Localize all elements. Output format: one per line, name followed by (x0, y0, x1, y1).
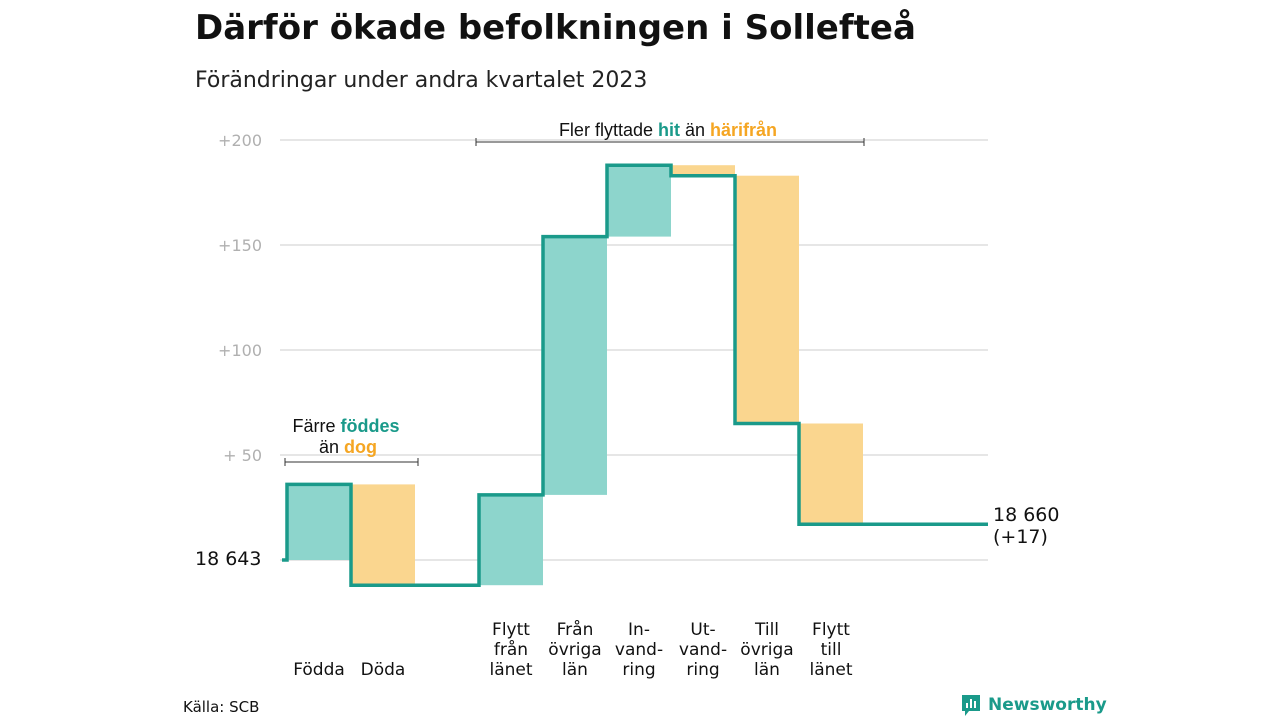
source-note: Källa: SCB (183, 698, 260, 716)
running-total-line (282, 163, 988, 587)
annotation-births-line1: Färre föddes (292, 416, 399, 436)
category-label: Födda (293, 660, 345, 680)
bar-födda (287, 484, 351, 560)
bar-från-övriga-län (543, 236, 607, 495)
y-axis-ticks: + 50 +100 +150 +200 (218, 131, 262, 465)
bar-flytt-till-länet (799, 423, 863, 525)
chart-subtitle: Förändringar under andra kvartalet 2023 (195, 68, 648, 93)
category-label: Till övriga län (740, 620, 793, 680)
chart-title: Därför ökade befolkningen i Sollefteå (195, 8, 916, 48)
category-label: Flytt från länet (489, 620, 532, 680)
category-label: Flytt till länet (809, 620, 852, 680)
newsworthy-logo-icon (962, 695, 980, 716)
end-value-label: 18 660 (+17) (993, 504, 1059, 548)
category-label: Döda (361, 660, 406, 680)
bar-ut--vand--ring (671, 165, 735, 176)
category-label: Från övriga län (548, 619, 601, 680)
bar-till-övriga-län (735, 175, 799, 424)
bar-döda (351, 484, 415, 586)
annotation-births-line2: än dog (319, 437, 377, 457)
category-labels: Födda Döda Flytt från länet Från övriga län In-v… (293, 619, 853, 680)
bars (287, 165, 863, 586)
y-tick-label: +150 (218, 236, 262, 255)
running-total-path (282, 163, 988, 587)
y-tick-label: +200 (218, 131, 262, 150)
annotation-migration: Fler flyttade hit än härifrån (475, 120, 865, 146)
annotation-births: Färre föddes än dog (284, 416, 419, 466)
bar-in--vand--ring (607, 165, 671, 237)
category-label: In-vand-ring (615, 620, 663, 680)
bar-flytt-från-länet (479, 494, 543, 586)
start-value-label: 18 643 (195, 548, 261, 570)
category-label: Ut-vand-ring (679, 620, 727, 680)
y-tick-label: + 50 (223, 446, 262, 465)
y-tick-label: +100 (218, 341, 262, 360)
brand-name: Newsworthy (988, 695, 1107, 715)
brand-logo[interactable]: Newsworthy (960, 693, 1107, 717)
annotation-migration-text: Fler flyttade hit än härifrån (559, 120, 777, 140)
end-labels: 18 643 18 660 (+17) (195, 504, 1059, 570)
